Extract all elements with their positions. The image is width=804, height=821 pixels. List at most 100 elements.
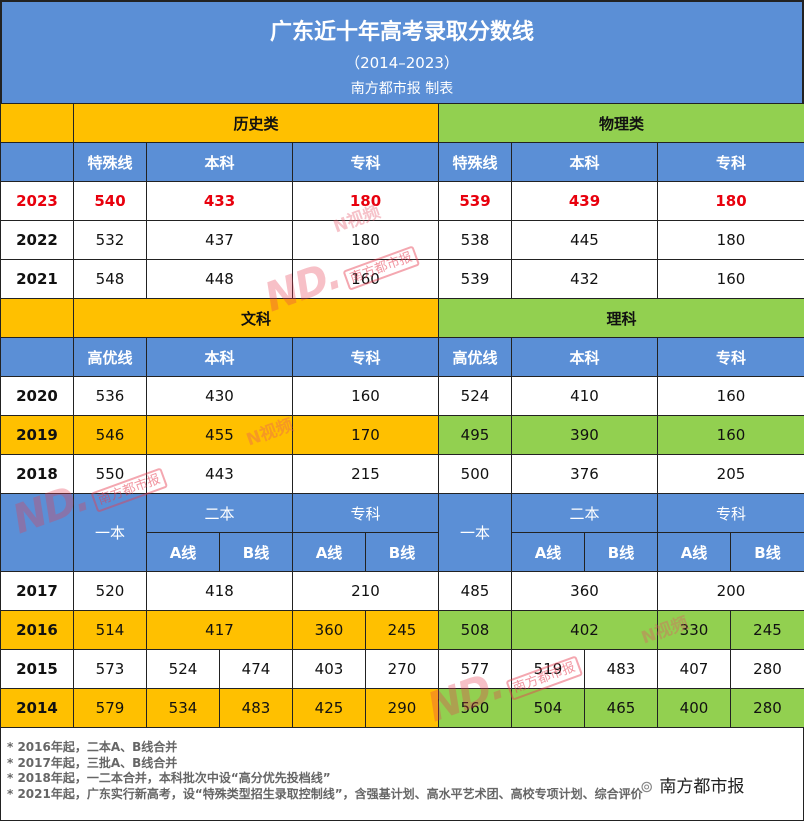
value-cell: 538 [438,220,512,260]
value-cell: 534 [146,688,220,728]
col-header: 特殊线 [438,142,512,182]
value-cell: 539 [438,259,512,299]
blank-cell [0,298,74,338]
credit-line: 南方都市报 制表 [350,81,454,97]
col-header: 专科 [657,142,804,182]
value-cell: 170 [292,415,439,455]
value-cell: 215 [292,454,439,494]
value-cell: 560 [438,688,512,728]
wechat-account-name: 南方都市报 [659,777,745,797]
wechat-icon: ⊚ [640,777,654,796]
page-title: 广东近十年高考录取分数线 [269,20,534,45]
section2-col-row: 高优线 本科 专科 高优线 本科 专科 [0,337,804,377]
value-cell: 455 [146,415,293,455]
value-cell: 443 [146,454,293,494]
value-cell: 245 [730,610,804,650]
value-cell: 483 [584,649,658,689]
value-cell: 410 [511,376,658,416]
footnote: * 2016年起，二本A、B线合并 [7,740,178,754]
value-cell: 474 [219,649,293,689]
blank-cell [0,337,74,377]
blank-cell [0,493,74,572]
col-header: A线 [292,532,366,572]
wechat-account: ⊚ 南方都市报 [640,772,744,797]
value-cell: 550 [73,454,147,494]
value-cell: 403 [292,649,366,689]
col-header: 本科 [511,337,658,377]
blank-cell [0,103,74,143]
value-cell: 402 [511,610,658,650]
table-row: 2018 550 443 215 500 376 205 [0,454,804,494]
score-table: 历史类 物理类 特殊线 本科 专科 特殊线 本科 专科 2023 540 433… [0,103,804,728]
value-cell: 290 [365,688,439,728]
history-title: 历史类 [73,103,439,143]
value-cell: 360 [511,571,658,611]
table-row: 2015 573 524 474 403 270 577 519 483 407… [0,649,804,689]
value-cell: 548 [73,259,147,299]
value-cell: 376 [511,454,658,494]
table-row: 2014 579 534 483 425 290 560 504 465 400… [0,688,804,728]
value-cell: 437 [146,220,293,260]
value-cell: 432 [511,259,658,299]
col-header: 一本 [73,493,147,572]
value-cell: 330 [657,610,731,650]
value-cell: 180 [657,220,804,260]
year-cell: 2014 [0,688,74,728]
value-cell: 433 [146,181,293,221]
year-cell: 2017 [0,571,74,611]
value-cell: 160 [657,376,804,416]
section3-header-row1: 一本 二本 专科 一本 二本 专科 [0,493,804,572]
footnotes: * 2016年起，二本A、B线合并 * 2017年起，三批A、B线合并 * 20… [0,728,804,821]
table-header: 广东近十年高考录取分数线 （2014–2023） 南方都市报 制表 [0,0,804,103]
col-header: 专科 [292,337,439,377]
section1-title-row: 历史类 物理类 [0,103,804,143]
value-cell: 205 [657,454,804,494]
value-cell: 280 [730,688,804,728]
value-cell: 504 [511,688,585,728]
col-header: A线 [146,532,220,572]
year-cell: 2023 [0,181,74,221]
value-cell: 483 [219,688,293,728]
footnote: * 2021年起，广东实行新高考，设“特殊类型招生录取控制线”，含强基计划、高水… [7,786,643,801]
col-header: 高优线 [438,337,512,377]
col-header: B线 [584,532,658,572]
value-cell: 540 [73,181,147,221]
year-cell: 2016 [0,610,74,650]
footnote: * 2018年起，一二本合并，本科批次中设“高分优先投档线” [7,771,331,785]
physics-title: 物理类 [438,103,804,143]
year-cell: 2021 [0,259,74,299]
value-cell: 495 [438,415,512,455]
value-cell: 425 [292,688,366,728]
value-cell: 245 [365,610,439,650]
year-cell: 2015 [0,649,74,689]
table-row: 2016 514 417 360 245 508 402 330 245 [0,610,804,650]
col-header: 二本 [511,493,658,533]
col-header: A线 [657,532,731,572]
col-header: 专科 [292,493,439,533]
value-cell: 539 [438,181,512,221]
value-cell: 430 [146,376,293,416]
value-cell: 439 [511,181,658,221]
col-header: 高优线 [73,337,147,377]
col-header: B线 [730,532,804,572]
value-cell: 400 [657,688,731,728]
col-header: 专科 [292,142,439,182]
value-cell: 180 [292,181,439,221]
table-row: 2019 546 455 170 495 390 160 [0,415,804,455]
value-cell: 418 [146,571,293,611]
blank-cell [0,142,74,182]
table-row: 2020 536 430 160 524 410 160 [0,376,804,416]
col-header: 特殊线 [73,142,147,182]
col-header: 本科 [146,337,293,377]
value-cell: 546 [73,415,147,455]
section1-col-row: 特殊线 本科 专科 特殊线 本科 专科 [0,142,804,182]
page-subtitle: （2014–2023） [345,54,459,72]
value-cell: 577 [438,649,512,689]
value-cell: 160 [292,376,439,416]
value-cell: 200 [657,571,804,611]
value-cell: 417 [146,610,293,650]
value-cell: 448 [146,259,293,299]
value-cell: 210 [292,571,439,611]
year-cell: 2018 [0,454,74,494]
value-cell: 520 [73,571,147,611]
